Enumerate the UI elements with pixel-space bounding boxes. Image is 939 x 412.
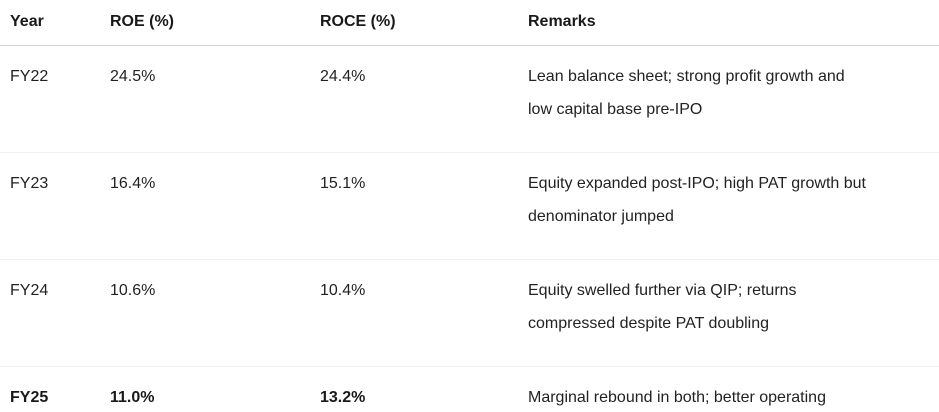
roce-cell: 24.4% (320, 68, 366, 85)
table-row-fy23: FY23 16.4% 15.1% Equity expanded post-IP… (0, 153, 939, 260)
table-row-fy22: FY22 24.5% 24.4% Lean balance sheet; str… (0, 46, 939, 153)
year-cell: FY25 (10, 389, 49, 406)
remarks-text: Marginal rebound in both; better operati… (528, 389, 826, 406)
column-header-remarks: Remarks (518, 0, 939, 46)
remarks-cell: Marginal rebound in both; better operati… (518, 367, 939, 412)
roce-cell: 13.2% (320, 389, 366, 406)
year-cell: FY24 (10, 282, 49, 299)
table-header: Year ROE (%) ROCE (%) Remarks (0, 0, 939, 46)
remarks-text: Equity swelled further via QIP; returns … (528, 282, 797, 332)
roe-cell: 10.6% (110, 282, 156, 299)
remarks-cell: Lean balance sheet; strong profit growth… (518, 46, 939, 153)
remarks-text: Equity expanded post-IPO; high PAT growt… (528, 175, 866, 225)
year-cell: FY23 (10, 175, 49, 192)
roe-cell: 16.4% (110, 175, 156, 192)
column-header-year: Year (0, 0, 100, 46)
table-body: FY22 24.5% 24.4% Lean balance sheet; str… (0, 46, 939, 412)
roce-cell: 10.4% (320, 282, 366, 299)
remarks-cell: Equity swelled further via QIP; returns … (518, 260, 939, 367)
roce-cell: 15.1% (320, 175, 366, 192)
column-header-roe: ROE (%) (100, 0, 310, 46)
roe-cell: 24.5% (110, 68, 156, 85)
table-row-fy25: FY25 11.0% 13.2% Marginal rebound in bot… (0, 367, 939, 412)
remarks-cell: Equity expanded post-IPO; high PAT growt… (518, 153, 939, 260)
remarks-text: Lean balance sheet; strong profit growth… (528, 68, 845, 118)
roe-cell: 11.0% (110, 389, 155, 406)
header-row: Year ROE (%) ROCE (%) Remarks (0, 0, 939, 46)
year-cell: FY22 (10, 68, 49, 85)
column-header-roce: ROCE (%) (310, 0, 518, 46)
table-row-fy24: FY24 10.6% 10.4% Equity swelled further … (0, 260, 939, 367)
